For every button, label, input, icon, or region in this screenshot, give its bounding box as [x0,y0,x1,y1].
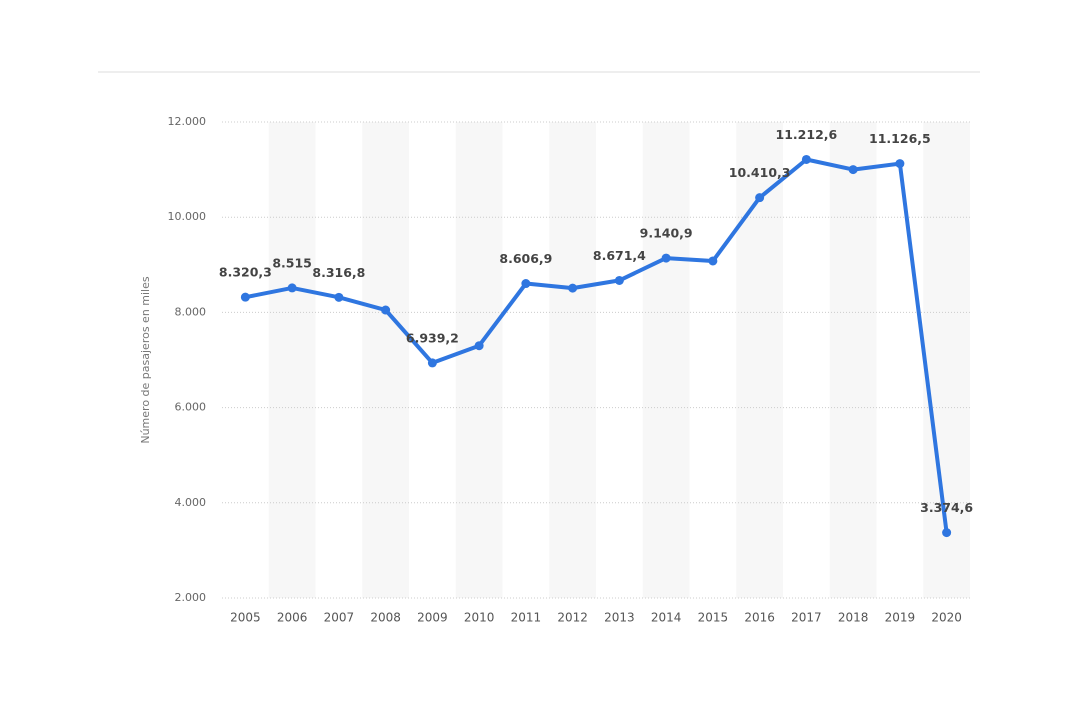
data-label: 6.939,2 [406,330,459,345]
band [549,122,596,598]
x-tick-label: 2020 [931,611,962,625]
point [240,292,250,302]
point [848,165,858,175]
point [521,279,531,289]
x-tick-label: 2019 [885,611,916,625]
line [245,157,949,533]
x-tick-label: 2006 [277,611,308,625]
data-label: 8.320,3 [219,265,272,280]
band [829,122,877,598]
data-label: 8.515 [272,255,312,270]
y-tick-label: 4.000 [175,496,207,509]
x-tick-label: 2012 [557,611,588,625]
x-tick-label: 2010 [464,611,495,625]
point [614,275,624,285]
x-tick-label: 2009 [417,611,448,625]
point [568,283,578,293]
y-tick-label: 8.000 [175,305,207,318]
point [661,253,671,263]
point [381,305,391,315]
point [287,283,297,293]
x-tick-label: 2015 [698,611,729,625]
x-tick-label: 2008 [370,611,401,625]
data-label: 8.671,4 [593,248,646,263]
data-label: 10.410,3 [729,165,791,180]
x-tick-label: 2011 [511,611,542,625]
data-label: 9.140,9 [640,226,693,241]
y-tick-label: 2.000 [175,591,207,604]
x-tick-label: 2013 [604,611,635,625]
data-label: 8.316,8 [312,265,365,280]
point [708,256,718,266]
point [474,341,484,351]
band [362,122,409,598]
point [895,159,905,169]
x-tick-label: 2016 [744,611,775,625]
point [942,528,952,538]
band [455,122,503,598]
point [334,292,344,302]
point [801,154,811,164]
y-tick-label: 10.000 [168,210,207,223]
x-tick-label: 2007 [324,611,355,625]
band [268,122,316,598]
data-label: 11.212,6 [776,127,838,142]
x-tick-label: 2005 [230,611,261,625]
x-tick-label: 2014 [651,611,682,625]
y-axis-label: Número de pasajeros en miles [139,276,152,444]
y-tick-label: 6.000 [175,401,207,414]
data-label: 8.606,9 [499,251,552,266]
x-tick-label: 2017 [791,611,822,625]
point [427,358,437,368]
data-label: 3.374,6 [920,500,973,515]
point [755,193,765,203]
y-tick-label: 12.000 [168,115,207,128]
data-label: 11.126,5 [869,131,931,146]
band [642,122,690,598]
x-tick-label: 2018 [838,611,869,625]
